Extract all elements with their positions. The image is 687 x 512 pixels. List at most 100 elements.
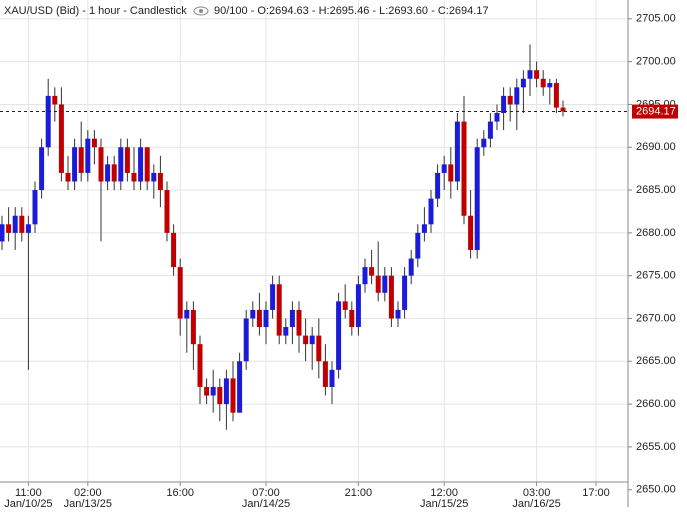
candle-body bbox=[171, 232, 177, 268]
candle-body bbox=[303, 335, 309, 345]
candle-body bbox=[501, 95, 507, 114]
candle-body bbox=[223, 378, 229, 405]
x-tick-date: Jan/16/25 bbox=[512, 498, 560, 507]
candle-body bbox=[217, 386, 223, 405]
candle-body bbox=[534, 70, 540, 79]
candle-body bbox=[243, 318, 249, 362]
candle-body bbox=[151, 172, 157, 182]
x-tick-label: 12:00 bbox=[430, 487, 458, 499]
y-tick-label: 2650.00 bbox=[636, 484, 676, 496]
candle-body bbox=[45, 95, 51, 148]
candle-body bbox=[487, 121, 493, 139]
candle-body bbox=[230, 378, 236, 413]
last-price-label: 2694.17 bbox=[636, 105, 676, 117]
candle-body bbox=[144, 147, 150, 182]
candle-body bbox=[408, 258, 414, 276]
candle-body bbox=[72, 147, 78, 182]
candle-body bbox=[118, 147, 124, 182]
candle-body bbox=[105, 164, 111, 182]
candle-body bbox=[283, 327, 289, 336]
y-tick-label: 2665.00 bbox=[636, 355, 676, 367]
candle-body bbox=[19, 215, 25, 233]
candle-body bbox=[138, 147, 144, 182]
last-price-box bbox=[632, 104, 678, 119]
candle-body bbox=[388, 275, 394, 319]
candle-body bbox=[355, 284, 361, 328]
candle-body bbox=[91, 138, 97, 148]
candle-body bbox=[12, 215, 18, 233]
axes: 2650.00 2655.00 2660.00 2665.00 2670.00 2675.… bbox=[4, 13, 678, 510]
candle-body bbox=[190, 309, 196, 345]
candle-body bbox=[177, 267, 183, 319]
candle-body bbox=[39, 147, 45, 191]
candle-body bbox=[461, 121, 467, 216]
candle-body bbox=[184, 309, 190, 319]
x-tick-date: Jan/13/25 bbox=[64, 498, 112, 507]
candle-body bbox=[507, 95, 513, 105]
candle-body bbox=[527, 70, 533, 79]
candle-body bbox=[270, 284, 276, 310]
candle-body bbox=[263, 309, 269, 328]
chart-subtitle: 90/100 - O:2694.63 - H:2695.46 - L:2693.… bbox=[214, 5, 489, 17]
candle-body bbox=[250, 309, 256, 319]
y-tick-label: 2680.00 bbox=[636, 227, 676, 239]
x-tick-label: 03:00 bbox=[523, 487, 551, 499]
candle-body bbox=[164, 190, 170, 233]
candle-body bbox=[514, 87, 520, 105]
eye-icon bbox=[193, 6, 209, 16]
candle-body bbox=[0, 224, 5, 242]
candle-body bbox=[98, 147, 104, 182]
y-tick-label: 2685.00 bbox=[636, 184, 676, 196]
y-tick-label: 2705.00 bbox=[636, 13, 676, 25]
candle-body bbox=[32, 190, 38, 225]
candle-body bbox=[428, 198, 434, 225]
candle-body bbox=[85, 138, 91, 173]
candle-body bbox=[276, 284, 282, 336]
candle-body bbox=[421, 224, 427, 233]
x-tick-label: 21:00 bbox=[345, 487, 373, 499]
candle-body bbox=[540, 78, 546, 88]
chart-title: XAU/USD (Bid) - 1 hour - Candlestick bbox=[4, 5, 187, 17]
candle-body bbox=[25, 224, 31, 233]
candle-body bbox=[309, 335, 315, 345]
candle-body bbox=[316, 335, 322, 362]
candle-body bbox=[415, 232, 421, 259]
candle-body bbox=[210, 386, 216, 396]
candle-body bbox=[375, 275, 381, 293]
candle-body bbox=[58, 104, 64, 173]
candle-body bbox=[296, 309, 302, 336]
candle-body bbox=[52, 95, 58, 105]
candle-body bbox=[329, 369, 335, 387]
y-tick-label: 2675.00 bbox=[636, 270, 676, 282]
candle-body bbox=[494, 113, 500, 122]
candle-body bbox=[553, 83, 559, 108]
x-tick-date: Jan/14/25 bbox=[242, 498, 290, 507]
x-tick-label: 16:00 bbox=[166, 487, 194, 499]
candle-body bbox=[157, 172, 163, 191]
candle-body bbox=[441, 164, 447, 173]
x-tick-date: Jan/15/25 bbox=[420, 498, 468, 507]
candle-body bbox=[342, 301, 348, 310]
candle-body bbox=[395, 309, 401, 319]
candle-body bbox=[349, 309, 355, 328]
candle-body bbox=[481, 138, 487, 148]
candle-body bbox=[256, 309, 262, 328]
candle-body bbox=[474, 147, 480, 250]
candle-body bbox=[560, 107, 566, 112]
x-tick-label: 11:00 bbox=[15, 487, 42, 499]
candle-body bbox=[448, 164, 454, 182]
y-tick-label: 2690.00 bbox=[636, 141, 676, 153]
x-tick-label: 17:00 bbox=[582, 487, 610, 499]
candle-body bbox=[289, 309, 295, 328]
candle-body bbox=[131, 172, 137, 182]
candle-body bbox=[336, 301, 342, 370]
candle-body bbox=[197, 344, 203, 387]
candle-body bbox=[369, 267, 375, 276]
x-tick-label: 02:00 bbox=[74, 487, 102, 499]
y-tick-label: 2700.00 bbox=[636, 56, 676, 68]
candle-body bbox=[6, 224, 12, 233]
candle-body bbox=[124, 147, 130, 173]
candle-body bbox=[454, 121, 460, 182]
candle-body bbox=[468, 215, 474, 250]
